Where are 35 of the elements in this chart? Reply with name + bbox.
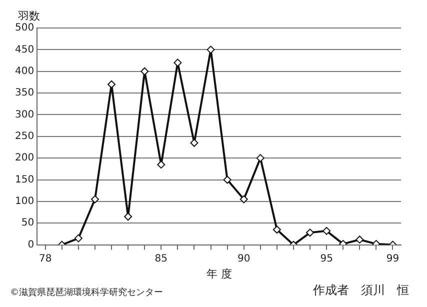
point — [140, 67, 149, 76]
point — [240, 195, 248, 204]
point — [157, 160, 166, 169]
y-tick-label: 350 — [14, 88, 34, 99]
y-tick-label: 50 — [21, 218, 34, 229]
x-tick-label: 99 — [386, 253, 400, 264]
y-tick-label: 250 — [14, 130, 34, 142]
y-tick-label: 400 — [14, 66, 34, 77]
x-tick-label: 90 — [237, 253, 250, 264]
point — [223, 176, 232, 184]
y-tick-label: 300 — [14, 109, 34, 120]
x-tick-label: 78 — [38, 253, 52, 264]
y-tick-label: 0 — [28, 239, 34, 250]
text: ©滋賀県琵琶湖環境科学研究センター — [10, 286, 163, 298]
point — [74, 234, 82, 242]
x-tick-label: 85 — [154, 253, 168, 264]
y-tick-label: 150 — [14, 174, 34, 186]
y-axis-title: 羽数 — [18, 9, 40, 22]
text: 作成者 須川 恒 — [312, 283, 409, 298]
point — [256, 154, 264, 162]
point — [306, 228, 314, 237]
point — [174, 58, 182, 67]
point — [108, 80, 116, 88]
point — [356, 236, 364, 244]
point — [322, 226, 331, 235]
point — [90, 195, 99, 204]
y-tick-label: 200 — [14, 152, 34, 164]
y-tick-label: 500 — [14, 22, 34, 34]
y-tick-label: 450 — [14, 44, 34, 56]
y-tick-label: 100 — [14, 196, 34, 208]
x-axis-title: 年 度 — [206, 267, 232, 280]
point — [206, 46, 215, 54]
x-tick-label: 95 — [320, 253, 333, 264]
point — [124, 212, 132, 221]
point — [272, 226, 281, 234]
